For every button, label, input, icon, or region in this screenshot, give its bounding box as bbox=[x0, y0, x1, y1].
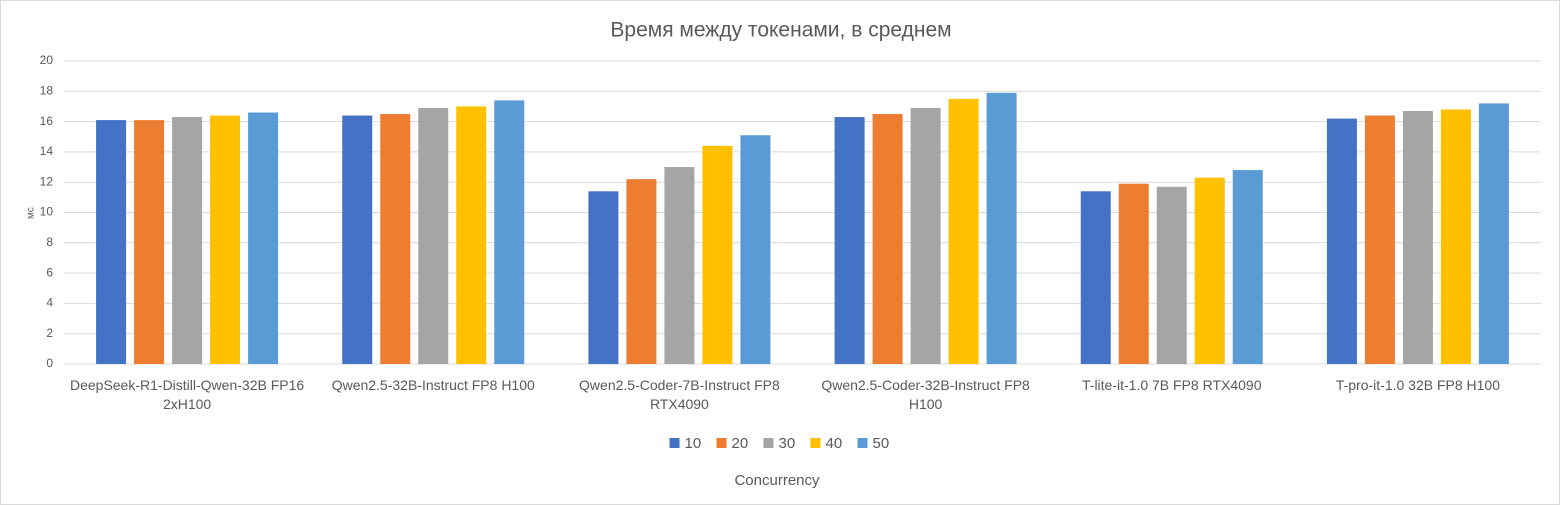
bar bbox=[96, 120, 127, 365]
bar bbox=[740, 135, 771, 364]
legend-swatch bbox=[857, 438, 868, 448]
bar bbox=[248, 112, 279, 364]
bar bbox=[626, 179, 657, 364]
y-tick-label: 0 bbox=[46, 356, 53, 370]
bar bbox=[1232, 170, 1263, 364]
bar bbox=[342, 115, 373, 364]
legend-swatch bbox=[763, 438, 774, 448]
bar bbox=[948, 98, 979, 364]
legend-label: 30 bbox=[779, 435, 796, 452]
legend-label: 50 bbox=[873, 435, 890, 452]
bar bbox=[418, 107, 449, 364]
y-tick-label: 14 bbox=[40, 144, 54, 158]
bar bbox=[834, 117, 865, 365]
y-tick-label: 20 bbox=[40, 53, 54, 67]
bar bbox=[1118, 183, 1149, 364]
bar bbox=[210, 115, 241, 364]
legend-swatch bbox=[810, 438, 821, 448]
y-tick-label: 10 bbox=[40, 205, 54, 219]
bar bbox=[494, 100, 525, 364]
y-tick-label: 12 bbox=[40, 174, 54, 188]
bar bbox=[1478, 103, 1509, 365]
x-tick-label: T-lite-it-1.0 7B FP8 RTX4090 bbox=[1082, 377, 1262, 393]
bar bbox=[456, 106, 487, 364]
bar bbox=[380, 114, 411, 365]
legend-label: 20 bbox=[732, 435, 749, 452]
bar bbox=[588, 191, 619, 364]
bar bbox=[1402, 110, 1433, 365]
y-tick-label: 16 bbox=[40, 114, 54, 128]
y-tick-label: 6 bbox=[46, 265, 53, 279]
legend-label: 40 bbox=[826, 435, 843, 452]
x-tick-label: T-pro-it-1.0 32B FP8 H100 bbox=[1335, 377, 1500, 393]
x-axis-title: Concurrency bbox=[734, 472, 820, 489]
y-tick-label: 18 bbox=[40, 83, 54, 97]
legend-label: 10 bbox=[685, 435, 702, 452]
bar bbox=[172, 117, 203, 365]
bar bbox=[1364, 115, 1395, 364]
x-tick-label: Qwen2.5-Coder-32B-Instruct FP8 H100 bbox=[821, 377, 1030, 412]
bar bbox=[1326, 118, 1357, 364]
bar bbox=[1080, 191, 1111, 364]
x-tick-label: Qwen2.5-Coder-7B-Instruct FP8 RTX4090 bbox=[579, 377, 780, 412]
bar bbox=[986, 92, 1017, 364]
y-axis-title: мс bbox=[26, 207, 37, 219]
legend-swatch bbox=[669, 438, 680, 448]
bar bbox=[872, 114, 903, 365]
y-tick-label: 8 bbox=[46, 235, 53, 249]
x-tick-label: Qwen2.5-32B-Instruct FP8 H100 bbox=[331, 377, 535, 393]
bar bbox=[1194, 177, 1225, 364]
y-tick-label: 4 bbox=[46, 296, 53, 310]
legend-swatch bbox=[716, 438, 727, 448]
bar bbox=[702, 145, 733, 364]
bar bbox=[664, 167, 695, 364]
x-tick-label: DeepSeek-R1-Distill-Qwen-32B FP16 2xH100 bbox=[69, 377, 305, 412]
chart-title: Время между токенами, в среднем bbox=[610, 19, 951, 42]
bar bbox=[910, 107, 941, 364]
bar bbox=[134, 120, 165, 365]
bar bbox=[1440, 109, 1471, 364]
bar bbox=[1156, 186, 1187, 364]
y-tick-label: 2 bbox=[46, 326, 53, 340]
